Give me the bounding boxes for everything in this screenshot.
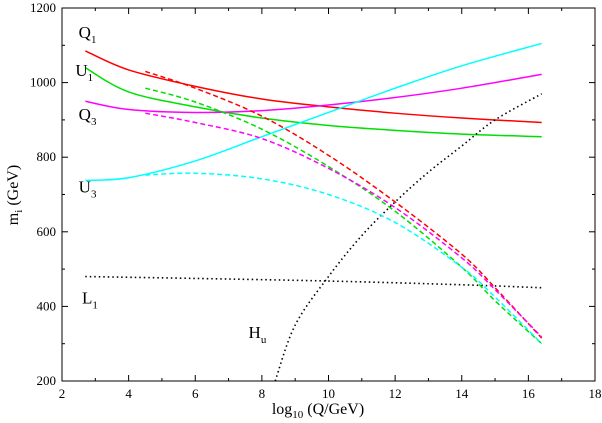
- tick-marks: [61, 7, 596, 382]
- x-tick-label: 4: [125, 386, 132, 401]
- y-axis-title: mi (GeV): [5, 165, 25, 225]
- x-tick-label: 10: [322, 386, 335, 401]
- series-line-hu: [274, 93, 543, 382]
- series-label-l1: L1: [82, 288, 98, 311]
- series-label-u3: U3: [79, 178, 97, 201]
- x-tick-label: 18: [589, 386, 602, 401]
- series-line-q3-dashed: [145, 112, 543, 338]
- series-line-u1: [84, 67, 542, 138]
- y-tick-label: 200: [37, 373, 57, 388]
- x-tick-labels: 2 4 6 8 10 12 14 16 18: [59, 386, 602, 401]
- x-tick-label: 8: [259, 386, 266, 401]
- y-tick-label: 800: [37, 149, 57, 164]
- series-line-u3: [85, 42, 542, 182]
- y-tick-label: 600: [37, 224, 57, 239]
- series-line-l1: [85, 275, 542, 289]
- x-tick-label: 6: [192, 386, 199, 401]
- series-labels: Q1 U1 Q3 U3 L1 Hu: [75, 23, 267, 346]
- series-lines: [84, 42, 543, 382]
- series-label-q3: Q3: [79, 105, 97, 128]
- series-label-u1: U1: [75, 61, 93, 84]
- x-tick-label: 12: [389, 386, 402, 401]
- y-tick-label: 400: [37, 298, 57, 313]
- series-line-q3: [85, 73, 542, 114]
- x-axis-title: log10 (Q/GeV): [272, 401, 364, 421]
- series-label-hu: Hu: [249, 323, 267, 346]
- series-line-q1: [85, 50, 542, 124]
- y-tick-labels: 200 400 600 800 1000 1200: [30, 0, 56, 388]
- series-line-u3-dashed: [145, 172, 543, 345]
- x-tick-label: 16: [522, 386, 536, 401]
- y-tick-label: 1000: [30, 75, 56, 90]
- x-tick-label: 2: [59, 386, 66, 401]
- y-tick-label: 1200: [30, 0, 56, 15]
- series-line-q1-dashed: [145, 70, 543, 339]
- series-label-q1: Q1: [79, 23, 97, 46]
- x-tick-label: 14: [455, 386, 469, 401]
